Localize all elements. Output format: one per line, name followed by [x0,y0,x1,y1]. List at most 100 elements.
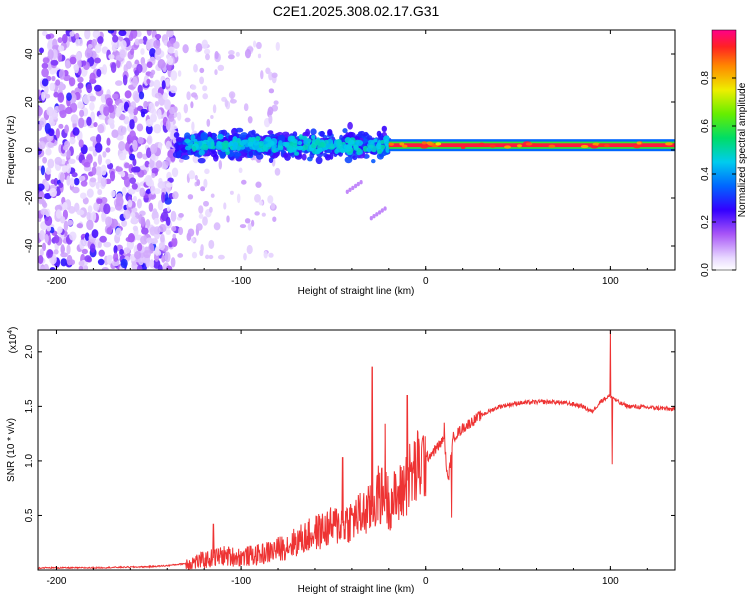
colorbar-ticks: 0.0 0.2 0.4 0.6 0.8 [700,71,736,277]
heatmap-cell [136,151,143,159]
x-tick-label: 0 [423,576,429,587]
heatmap-cell [170,210,177,222]
heatmap-cell [47,158,55,169]
heatmap-cell [136,264,143,270]
y-tick-label: 1.0 [24,454,35,468]
heatmap-cell [140,235,148,245]
heatmap-cell [248,149,254,157]
heatmap-cell [77,101,84,109]
snr-series-line [38,330,675,570]
snr-ylabel: SNR (10 * v/v) [6,418,17,482]
heatmap-cell [66,254,73,266]
heatmap-cell [105,97,113,107]
heatmap-cell [69,177,75,187]
heatmap-cell [342,128,348,134]
heatmap-cell [247,116,253,124]
heatmap-cell [351,185,355,191]
heatmap-cell [42,156,48,164]
heatmap-cell [186,91,191,101]
heatmap-cell [204,168,210,175]
heatmap-cell [52,109,59,120]
heatmap-cell [44,215,53,227]
heatmap-cell [86,153,93,165]
heatmap-cell [149,47,156,58]
heatmap-cell [58,123,64,129]
heatmap-cell [74,32,80,40]
heatmap-cell [375,212,379,217]
colorbar-tick-label: 0.2 [700,215,711,229]
heatmap-cell [103,106,110,117]
heatmap-cell [73,177,80,186]
heatmap-cell [62,145,69,151]
heatmap-cell [111,93,119,100]
heatmap-cell [218,160,223,170]
heatmap-cell [148,102,155,114]
heatmap-cell [217,64,225,72]
heatmap-cell [67,219,74,226]
heatmap-cell [268,114,273,125]
heatmap-cell [303,139,309,145]
heatmap-cell [44,84,49,95]
heatmap-cell [83,161,91,168]
heatmap-cell [98,114,106,120]
heatmap-cell [257,148,263,153]
heatmap-cell [115,227,122,238]
heatmap-ylabel: Frequency (Hz) [6,116,17,185]
heatmap-cell [97,154,103,166]
heatmap-cell [199,76,205,85]
heatmap-cell [202,93,209,100]
heatmap-cell [40,165,45,176]
heatmap-cell [530,143,538,147]
heatmap-cell [47,49,54,60]
heatmap-cell [51,75,56,82]
heatmap-cell [191,237,195,243]
x-tick-label: 100 [602,276,619,287]
heatmap-cell [68,77,76,87]
heatmap-cell [84,255,92,263]
heatmap-cell [120,258,128,269]
heatmap-cell [250,219,255,227]
heatmap-cell [139,187,146,198]
heatmap-cell [49,69,56,75]
heatmap-cell [115,166,123,172]
heatmap-cell [77,82,84,89]
heatmap-cell [278,140,283,146]
heatmap-cell [96,133,102,144]
heatmap-cell [91,211,97,222]
heatmap-cell [138,38,144,44]
heatmap-cell [43,93,51,99]
heatmap-cell [89,72,96,83]
heatmap-cell [191,251,198,259]
heatmap-cell [40,266,46,270]
heatmap-cell [45,33,51,40]
heatmap-cell [99,235,107,243]
heatmap-cell [323,152,328,158]
heatmap-cell [381,125,387,133]
heatmap-cell [247,141,254,147]
heatmap-cell [97,172,103,184]
heatmap-cell [146,30,152,37]
heatmap-cell [231,145,237,151]
heatmap-cell [77,76,84,83]
heatmap-cell [66,163,71,174]
heatmap-cell [243,103,249,112]
heatmap-cell [171,167,179,178]
heatmap-cell [178,213,184,218]
heatmap-cell [113,252,119,262]
heatmap-cell [248,137,255,143]
heatmap-cell [206,118,211,127]
heatmap-cell [61,158,66,165]
heatmap-cell [272,216,277,222]
x-tick-label: -200 [46,276,66,287]
heatmap-cell [52,44,58,51]
heatmap-cell [136,198,142,209]
heatmap-cell [41,91,46,101]
heatmap-cell [127,199,133,208]
heatmap-cell [214,69,218,76]
heatmap-cell [63,220,69,232]
heatmap-cell [84,30,91,40]
heatmap-cell [188,170,196,180]
heatmap-cell [109,170,116,182]
heatmap-cell [153,258,161,269]
